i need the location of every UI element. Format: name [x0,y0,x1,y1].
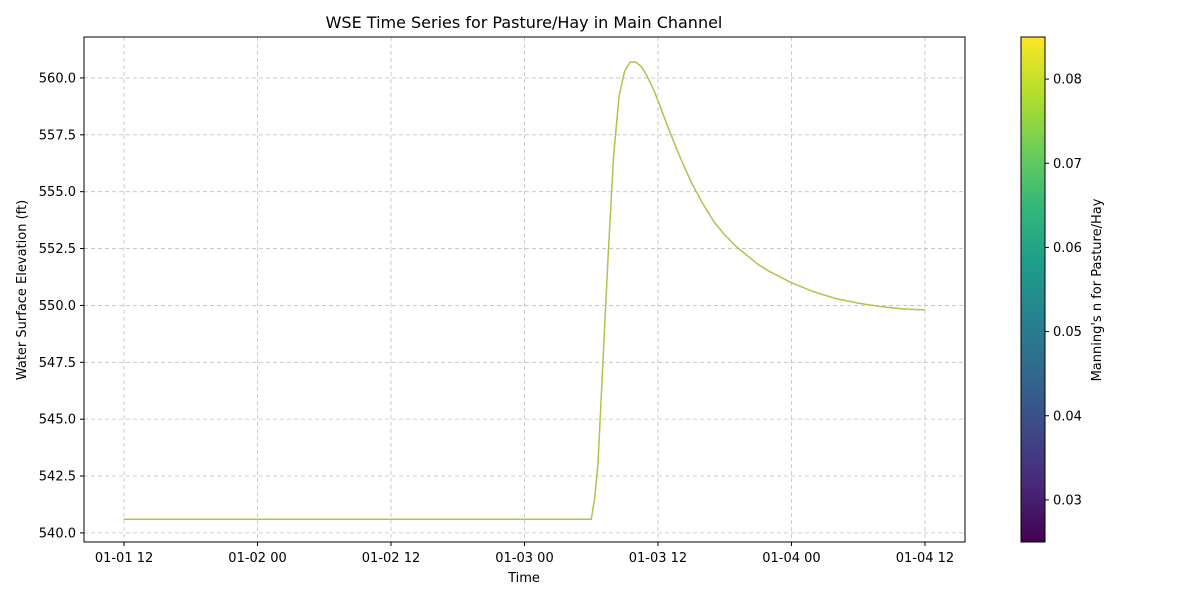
colorbar [1021,37,1045,542]
y-tick-label: 555.0 [39,185,76,200]
y-tick-label: 552.5 [39,242,76,257]
x-tick-label: 01-03 12 [629,551,687,566]
x-tick-label: 01-02 00 [228,551,286,566]
series-point [713,220,715,222]
series-point [657,100,659,102]
series-point [835,297,837,300]
series-point [902,308,904,310]
series-point [607,259,609,261]
series-point [790,282,793,284]
series-point [768,270,770,272]
x-tick-label: 01-02 12 [362,551,420,566]
series-point [629,61,631,63]
series-point [190,518,192,520]
series-point [735,245,737,247]
series-point [390,518,392,520]
y-tick-label: 545.0 [39,413,76,428]
series-point [640,65,642,68]
series-point [618,95,620,97]
series-point [646,75,648,77]
series-point [635,61,637,63]
y-axis: 540.0 542.5 545.0 547.5 550.0 552.5 555.0 557.5… [39,71,84,541]
y-tick-label: 560.0 [39,71,76,86]
series-point [523,518,526,520]
y-axis-label: Water Surface Elevation (ft) [15,200,30,380]
x-axis-label: Time [507,571,540,586]
series-point [701,202,704,204]
series-point [601,373,603,375]
colorbar-tick-label: 0.04 [1053,409,1082,424]
x-tick-label: 01-03 00 [495,551,553,566]
y-tick-label: 550.0 [39,299,76,314]
series-point [256,518,259,520]
x-tick-label: 01-01 12 [95,551,153,566]
series-point [857,302,859,304]
colorbar-tick-label: 0.05 [1053,325,1082,340]
y-tick-label: 540.0 [39,526,76,541]
y-tick-label: 557.5 [39,128,76,143]
colorbar-tick-label: 0.06 [1053,241,1082,256]
colorbar-tick-label: 0.07 [1053,157,1082,172]
series-point [597,464,599,466]
series-point [323,518,325,520]
chart-title: WSE Time Series for Pasture/Hay in Main … [326,13,723,32]
series-point [590,518,592,520]
series-point [679,156,681,159]
series-point [651,86,654,88]
series-point [757,263,759,266]
series-point [612,156,615,159]
y-tick-label: 547.5 [39,356,76,371]
y-tick-label: 542.5 [39,470,76,485]
series-point [457,518,459,520]
colorbar-frame [1020,36,1046,543]
series-point [593,498,596,500]
x-tick-label: 01-04 00 [762,551,820,566]
grid [84,37,965,542]
series-point [746,254,748,256]
colorbar-axis: 0.03 0.04 0.05 0.06 0.07 0.08 [1045,73,1082,508]
series-point [813,291,815,293]
series-point [879,305,882,308]
series-point [624,70,626,72]
colorbar-tick-label: 0.08 [1053,73,1082,88]
series-point [724,234,726,236]
colorbar-tick-label: 0.03 [1053,493,1082,508]
series-point [924,309,926,311]
series-point [668,129,670,131]
series-point [123,518,125,520]
series-layer [123,61,926,520]
x-axis: 01-01 12 01-02 00 01-02 12 01-03 00 01-03 12… [95,542,954,566]
colorbar-label: Manning's n for Pasture/Hay [1090,198,1105,381]
series-point [568,518,570,520]
series-point [690,181,692,184]
x-tick-label: 01-04 12 [896,551,954,566]
